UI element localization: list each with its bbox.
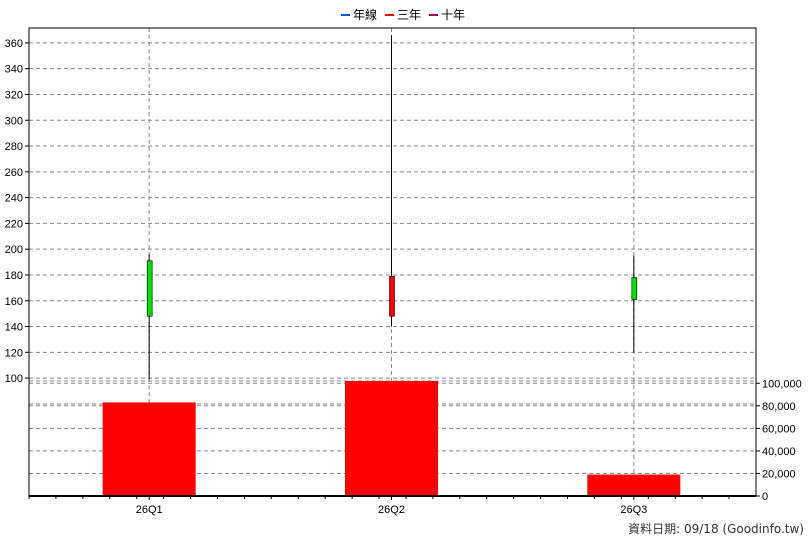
price-tick-label: 200 (5, 244, 23, 256)
price-tick-label: 160 (5, 296, 23, 308)
price-tick-label: 120 (5, 347, 23, 359)
category-tick-label: 26Q1 (136, 504, 163, 516)
volume-tick-label: 100,000 (762, 378, 802, 390)
volume-tick-label: 80,000 (762, 401, 796, 413)
volume-tick-label: 20,000 (762, 468, 796, 480)
category-tick-label: 26Q2 (378, 504, 405, 516)
data-date-footer: 資料日期: 09/18 (Goodinfo.tw) (628, 522, 804, 536)
legend-label-2: 十年 (441, 8, 465, 22)
volume-tick-label: 40,000 (762, 446, 796, 458)
price-tick-label: 300 (5, 115, 23, 127)
price-tick-label: 100 (5, 373, 23, 385)
price-axis: 100 120 140 160 180 200 220 240 260 280 300 320 340 3… (5, 38, 29, 385)
price-tick-label: 360 (5, 38, 23, 50)
price-tick-label: 320 (5, 89, 23, 101)
chart-legend: 年線 三年 十年 (341, 7, 465, 22)
candlesticks (146, 35, 638, 380)
candle-body-26Q3 (631, 277, 638, 300)
volume-bars (102, 381, 681, 496)
candle-body-26Q2 (389, 275, 395, 317)
price-tick-label: 240 (5, 193, 23, 205)
category-axis: 26Q1 26Q2 26Q3 (28, 496, 730, 516)
category-tick-label: 26Q3 (620, 504, 647, 516)
price-tick-label: 220 (5, 218, 23, 230)
volume-bar-26Q3 (587, 474, 681, 496)
volume-axis: 0 20,000 40,000 60,000 80,000 100,000 (756, 378, 802, 503)
volume-tick-label: 60,000 (762, 423, 796, 435)
volume-bar-26Q1 (102, 402, 196, 496)
legend-label-1: 三年 (397, 8, 421, 22)
price-tick-label: 340 (5, 64, 23, 76)
price-tick-label: 260 (5, 167, 23, 179)
price-tick-label: 180 (5, 270, 23, 282)
legend-label-0: 年線 (353, 7, 377, 22)
volume-bar-26Q2 (345, 381, 438, 496)
price-tick-label: 280 (5, 141, 23, 153)
candle-body-26Q1 (146, 260, 153, 317)
volume-tick-label: 0 (762, 491, 768, 503)
price-tick-label: 140 (5, 322, 23, 334)
chart-frame (28, 27, 757, 497)
